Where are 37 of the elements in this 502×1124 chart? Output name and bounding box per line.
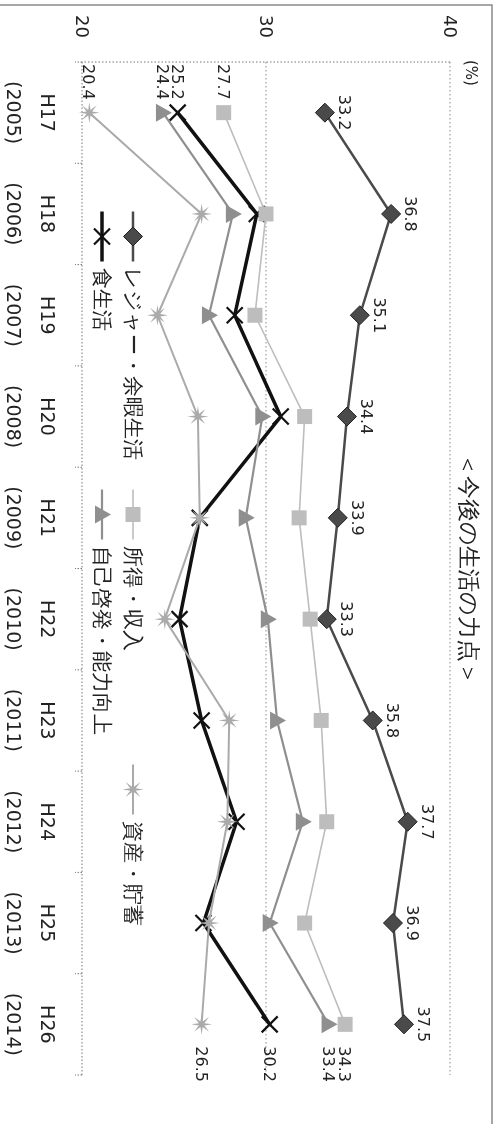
category-label: H18 (2006) bbox=[3, 182, 59, 246]
data-label: 36.8 bbox=[401, 196, 421, 232]
data-label: 20.4 bbox=[79, 64, 99, 100]
legend-label: 所得・収入 bbox=[120, 545, 145, 651]
data-label: 30.2 bbox=[259, 1046, 279, 1082]
legend-label: 自己啓発・能力向上 bbox=[89, 545, 114, 735]
value-tick-label: 20 bbox=[71, 15, 93, 38]
data-label: 34.4 bbox=[356, 398, 376, 435]
category-label: H19 (2007) bbox=[3, 283, 59, 347]
legend-label: 食生活 bbox=[89, 267, 114, 331]
data-label: 35.1 bbox=[369, 297, 389, 334]
legend-label: レジャー・余暇生活 bbox=[120, 267, 145, 460]
chart-title: ＜今後の生活の力点＞ bbox=[456, 452, 482, 685]
data-label: 33.9 bbox=[347, 500, 367, 536]
category-label: H17 (2005) bbox=[3, 81, 59, 145]
data-label: 33.3 bbox=[336, 601, 356, 637]
value-tick-label: 40 bbox=[439, 15, 461, 38]
category-label: H20 (2008) bbox=[3, 384, 59, 449]
category-label: H23 (2011) bbox=[3, 688, 59, 753]
category-label: H24 (2012) bbox=[3, 790, 59, 854]
data-label: 35.8 bbox=[382, 702, 402, 739]
category-label: H22 (2010) bbox=[3, 587, 59, 651]
data-label: 33.2 bbox=[334, 94, 354, 131]
data-label: 33.4 bbox=[318, 1046, 338, 1082]
data-label: 27.7 bbox=[213, 64, 233, 100]
data-label: 37.5 bbox=[414, 1006, 433, 1043]
data-label: 36.9 bbox=[402, 905, 422, 941]
data-label: 26.5 bbox=[191, 1046, 211, 1082]
annotation: (%) bbox=[462, 60, 480, 86]
data-label: 34.3 bbox=[335, 1046, 355, 1082]
legend-label: 資産・貯蓄 bbox=[120, 820, 145, 926]
data-label: 24.4 bbox=[152, 64, 172, 100]
value-tick-label: 30 bbox=[255, 15, 277, 38]
category-label: H25 (2013) bbox=[3, 891, 59, 955]
data-label: 37.7 bbox=[417, 803, 437, 840]
category-label: H26 (2014) bbox=[3, 992, 59, 1056]
category-label: H21 (2009) bbox=[3, 486, 59, 550]
